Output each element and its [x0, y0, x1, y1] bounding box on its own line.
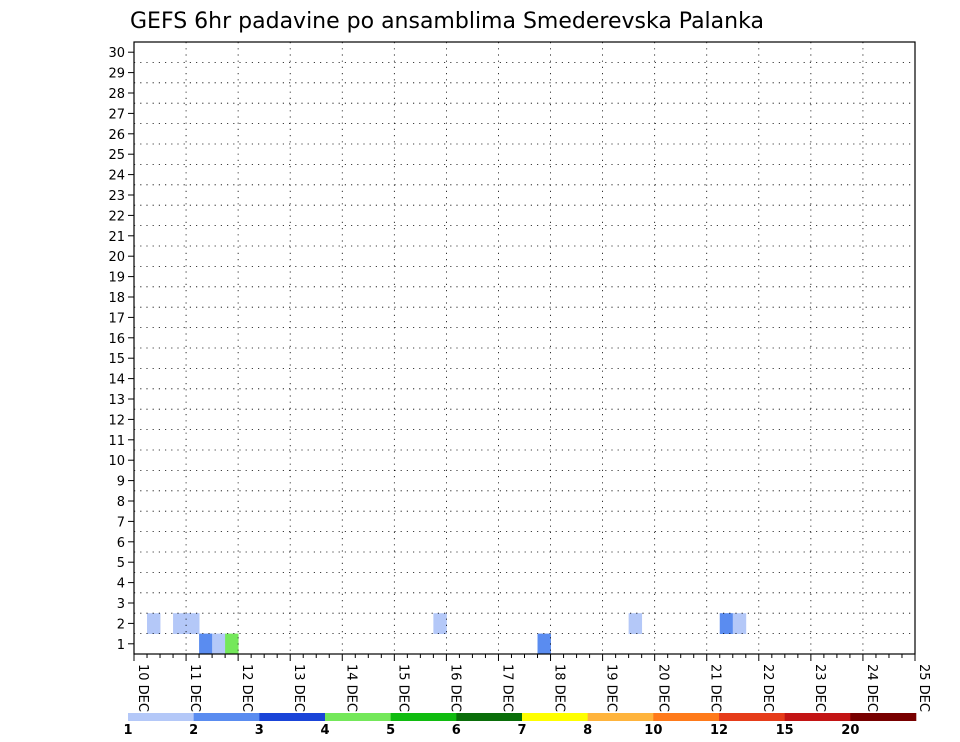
color-legend: 1 2 3 4 5 6 7 8 10 12 15 20 [123, 713, 917, 738]
x-tick-label: 24 DEC [864, 664, 879, 712]
legend-swatch [653, 713, 720, 721]
heatmap-cell [719, 613, 734, 634]
y-tick-label: 19 [108, 271, 125, 286]
legend-label: 5 [386, 723, 395, 738]
legend-swatch [259, 713, 326, 721]
heatmap-cell [628, 613, 643, 634]
y-tick-label: 7 [117, 515, 125, 530]
x-tick-label: 15 DEC [395, 664, 410, 712]
legend-label: 4 [320, 723, 329, 738]
heatmap-cell [212, 633, 226, 655]
y-tick-label: 11 [108, 434, 125, 449]
y-tick-label: 15 [108, 352, 125, 367]
y-tick-label: 26 [108, 128, 125, 143]
heatmap-cells [147, 613, 747, 655]
heatmap-cell [732, 613, 747, 634]
x-tick-label: 13 DEC [291, 664, 306, 712]
y-tick-label: 24 [108, 169, 125, 184]
y-tick-label: 17 [108, 311, 125, 326]
y-tick-label: 6 [117, 536, 125, 551]
legend-label: 20 [841, 723, 859, 738]
x-tick-label: 12 DEC [239, 664, 254, 712]
legend-label: 12 [710, 723, 728, 738]
legend-label: 6 [452, 723, 461, 738]
legend-swatch [193, 713, 260, 721]
y-tick-label: 21 [108, 230, 125, 245]
y-tick-label: 12 [108, 413, 125, 428]
x-tick-label: 16 DEC [447, 664, 462, 712]
legend-swatch [719, 713, 785, 721]
y-tick-label: 1 [117, 638, 125, 653]
legend-swatch [128, 713, 194, 721]
heatmap-cell [433, 613, 447, 634]
y-axis: 1234567891011121314151617181920212223242… [108, 46, 134, 653]
y-tick-label: 14 [108, 373, 125, 388]
x-tick-label: 20 DEC [656, 664, 671, 712]
legend-label: 8 [583, 723, 592, 738]
y-tick-label: 22 [108, 209, 125, 224]
legend-swatch [325, 713, 391, 721]
x-tick-label: 19 DEC [604, 664, 619, 712]
y-tick-label: 20 [108, 250, 125, 265]
heatmap-cell [537, 633, 551, 655]
chart-title: GEFS 6hr padavine po ansamblima Smederev… [130, 9, 764, 34]
legend-swatch [784, 713, 851, 721]
y-tick-label: 29 [108, 67, 125, 82]
y-tick-label: 23 [108, 189, 125, 204]
x-tick-label: 22 DEC [760, 664, 775, 712]
legend-label: 15 [776, 723, 794, 738]
y-tick-label: 16 [108, 332, 125, 347]
y-tick-label: 28 [108, 87, 125, 102]
x-tick-label: 18 DEC [552, 664, 567, 712]
x-tick-label: 10 DEC [135, 664, 150, 712]
legend-label: 7 [517, 723, 526, 738]
legend-swatch [522, 713, 588, 721]
heatmap-cell [225, 633, 239, 655]
x-tick-label: 11 DEC [187, 664, 202, 712]
y-tick-label: 18 [108, 291, 125, 306]
y-tick-label: 8 [117, 495, 125, 510]
legend-swatch [390, 713, 457, 721]
x-tick-label: 17 DEC [499, 664, 514, 712]
y-tick-label: 30 [108, 46, 125, 61]
x-tick-label: 23 DEC [812, 664, 827, 712]
x-tick-label: 21 DEC [708, 664, 723, 712]
legend-label: 2 [189, 723, 198, 738]
legend-swatch [587, 713, 654, 721]
y-tick-label: 13 [108, 393, 125, 408]
heatmap-cell [173, 613, 187, 634]
legend-label: 1 [123, 723, 132, 738]
heatmap-cell [199, 633, 213, 655]
legend-swatch [456, 713, 523, 721]
x-axis: 10 DEC 11 DEC 12 DEC 13 DEC 14 DEC 15 DEC 16 D… [133, 654, 931, 712]
legend-label: 3 [255, 723, 264, 738]
x-tick-label: 25 DEC [916, 664, 931, 712]
legend-label: 10 [644, 723, 662, 738]
heatmap-cell [186, 613, 200, 634]
y-tick-label: 27 [108, 107, 125, 122]
x-tick-label: 14 DEC [343, 664, 358, 712]
y-tick-label: 2 [117, 617, 125, 632]
grid-lines [134, 42, 915, 654]
y-tick-label: 10 [108, 454, 125, 469]
y-tick-label: 9 [117, 475, 125, 490]
heatmap-cell [147, 613, 161, 634]
y-tick-label: 25 [108, 148, 125, 163]
y-tick-label: 3 [117, 597, 125, 612]
y-tick-label: 4 [117, 577, 125, 592]
legend-swatch [850, 713, 917, 721]
y-tick-label: 5 [117, 556, 125, 571]
